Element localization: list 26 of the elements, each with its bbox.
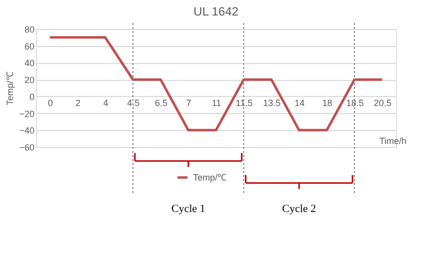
x-tick-label: 7 — [186, 98, 192, 108]
text: Cycle 1 — [171, 203, 206, 215]
y-tick-label: 60 — [24, 41, 34, 52]
x-tick-label: 0 — [48, 98, 53, 108]
x-tick-label: 4 — [103, 98, 108, 108]
y-tick-label: 20 — [24, 75, 34, 86]
x-tick-label: 18 — [322, 98, 332, 108]
x-tick-label: 4.5 — [127, 98, 140, 108]
y-tick-label: −40 — [19, 126, 34, 136]
x-tick-label: 13.5 — [263, 98, 281, 108]
y-tick-label: −20 — [19, 108, 34, 119]
x-tick-label: 11.5 — [236, 98, 253, 108]
y-axis-title: Temp/℃ — [5, 72, 16, 106]
x-axis-title: Time/h — [379, 136, 406, 146]
x-tick-label: 11 — [212, 98, 222, 108]
x-tick-label: 20.5 — [374, 98, 392, 108]
legend-label: Temp/℃ — [193, 172, 227, 182]
y-tick-label: 80 — [24, 24, 34, 34]
x-tick-label: 14 — [294, 98, 305, 108]
text: Cycle 2 — [282, 203, 316, 215]
chart-title: UL 1642 — [194, 4, 239, 18]
x-tick-label: 18.5 — [346, 98, 364, 108]
x-tick-label: 6.5 — [154, 98, 168, 108]
y-tick-label: −60 — [19, 142, 34, 152]
x-tick-label: 2 — [76, 98, 81, 108]
y-tick-label: 40 — [24, 58, 34, 68]
